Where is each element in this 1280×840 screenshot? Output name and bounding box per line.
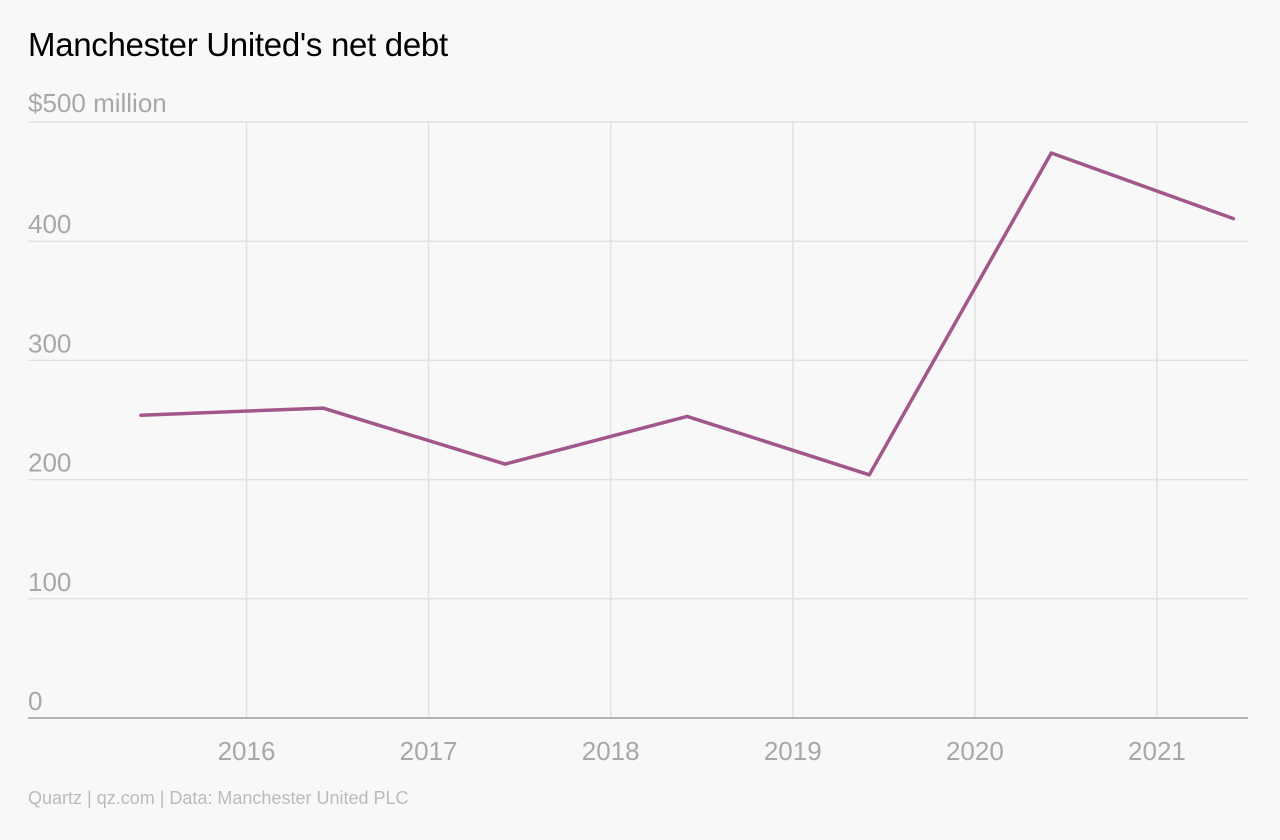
x-tick-label: 2016 bbox=[218, 736, 276, 766]
x-tick-label: 2020 bbox=[946, 736, 1004, 766]
y-gridlines bbox=[28, 121, 1248, 600]
y-tick-label: 0 bbox=[28, 686, 42, 716]
x-tick-label: 2021 bbox=[1128, 736, 1186, 766]
y-tick-label: 200 bbox=[28, 448, 71, 478]
x-tick-label: 2017 bbox=[400, 736, 458, 766]
x-gridlines bbox=[245, 122, 1158, 718]
y-tick-label: 100 bbox=[28, 567, 71, 597]
source-note: Quartz | qz.com | Data: Manchester Unite… bbox=[28, 788, 409, 808]
series-line bbox=[139, 151, 1236, 477]
x-tick-label: 2018 bbox=[582, 736, 640, 766]
y-tick-label: 400 bbox=[28, 209, 71, 239]
y-tick-label: 300 bbox=[28, 328, 71, 358]
y-axis-unit-label: $500 million bbox=[28, 88, 167, 118]
series-layer bbox=[139, 151, 1236, 477]
chart-title: Manchester United's net debt bbox=[28, 26, 448, 63]
x-tick-label: 2019 bbox=[764, 736, 822, 766]
y-tick-labels: 0 100 200 300 400 bbox=[28, 209, 71, 716]
x-tick-labels: 2016 2017 2018 2019 2020 2021 bbox=[218, 736, 1186, 766]
